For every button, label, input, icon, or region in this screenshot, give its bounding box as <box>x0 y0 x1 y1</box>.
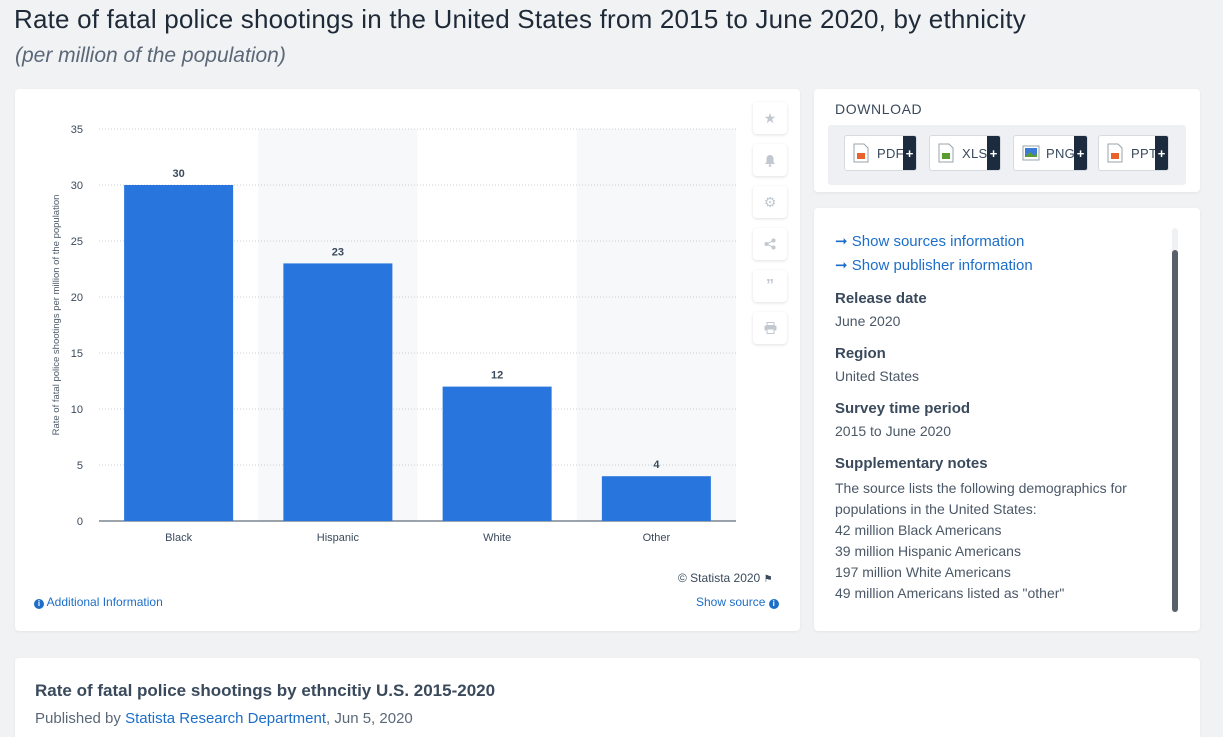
bar <box>601 476 711 521</box>
survey-period-label: Survey time period <box>835 400 971 417</box>
download-panel: DOWNLOAD PDF + XLS + PNG + P <box>814 89 1200 192</box>
x-tick-label: White <box>483 532 511 544</box>
data-label: 30 <box>173 168 185 180</box>
chart-card: 0 5 10 15 20 25 30 35 Rate of fatal police shoot… <box>15 89 800 631</box>
survey-period-value: 2015 to June 2020 <box>835 423 951 439</box>
y-tick-label: 30 <box>71 180 83 192</box>
download-title: DOWNLOAD <box>835 101 923 117</box>
download-ppt-button[interactable]: PPT + <box>1098 135 1169 171</box>
show-publisher-link[interactable]: ➞ Show publisher information <box>835 257 1033 274</box>
ppt-file-icon <box>1107 143 1125 163</box>
notes-line: 39 million Hispanic Americans <box>835 543 1021 559</box>
additional-information-link[interactable]: i Additional Information <box>34 595 163 609</box>
bell-icon[interactable] <box>753 144 787 176</box>
plus-icon: + <box>1155 136 1168 170</box>
published-by: Published by Statista Research Departmen… <box>35 710 413 727</box>
star-icon[interactable]: ★ <box>753 102 787 134</box>
page-subtitle: (per million of the population) <box>15 44 286 67</box>
copyright: © Statista 2020 ⚑ <box>678 571 773 585</box>
bar-chart: 0 5 10 15 20 25 30 35 Rate of fatal police shoot… <box>51 124 736 544</box>
y-tick-label: 35 <box>71 124 83 136</box>
download-pdf-button[interactable]: PDF + <box>844 135 917 171</box>
region-value: United States <box>835 368 920 384</box>
pdf-file-icon <box>853 143 871 163</box>
show-sources-link[interactable]: ➞ Show sources information <box>835 233 1025 250</box>
png-file-icon <box>1022 143 1040 163</box>
y-tick-label: 0 <box>77 516 83 528</box>
show-source-link[interactable]: Show source i <box>696 595 779 609</box>
flag-icon: ⚑ <box>763 574 773 585</box>
notes-line: 197 million White Americans <box>835 564 1011 580</box>
data-label: 4 <box>653 459 660 471</box>
arrow-right-icon: ➞ <box>835 233 848 250</box>
statistic-summary-card: Rate of fatal police shootings by ethnci… <box>15 658 1200 737</box>
plus-icon: + <box>987 136 1000 170</box>
share-icon[interactable] <box>753 228 787 260</box>
x-tick-label: Black <box>165 532 192 544</box>
supplementary-notes-label: Supplementary notes <box>835 455 988 472</box>
y-tick-label: 25 <box>71 236 83 248</box>
y-axis-title: Rate of fatal police shootings per milli… <box>51 195 62 436</box>
plus-icon: + <box>903 136 916 170</box>
download-png-button[interactable]: PNG + <box>1013 135 1088 171</box>
data-label: 23 <box>332 246 344 258</box>
notes-line: 42 million Black Americans <box>835 522 1002 538</box>
release-date-label: Release date <box>835 290 927 307</box>
region-label: Region <box>835 345 886 362</box>
bar <box>124 185 234 521</box>
chart-toolbar: ★ ⚙ ” <box>753 102 787 348</box>
release-date-value: June 2020 <box>835 313 901 329</box>
scrollbar-thumb[interactable] <box>1172 250 1178 612</box>
statistic-heading: Rate of fatal police shootings by ethnci… <box>35 681 496 700</box>
y-tick-label: 10 <box>71 404 83 416</box>
supplementary-notes: The source lists the following demograph… <box>835 478 1155 604</box>
download-bar: PDF + XLS + PNG + PPT + <box>828 125 1186 185</box>
y-tick-label: 15 <box>71 348 83 360</box>
print-icon[interactable] <box>753 312 787 344</box>
x-tick-label: Hispanic <box>317 532 360 544</box>
notes-line: 49 million Americans listed as "other" <box>835 585 1065 601</box>
info-icon: i <box>768 599 779 609</box>
bar <box>442 386 552 521</box>
statistic-info-panel: ➞ Show sources information ➞ Show publis… <box>814 208 1200 631</box>
arrow-right-icon: ➞ <box>835 257 848 274</box>
y-tick-label: 5 <box>77 460 83 472</box>
y-tick-label: 20 <box>71 292 83 304</box>
plus-icon: + <box>1074 136 1087 170</box>
show-source-label: Show source <box>696 595 766 609</box>
bar <box>283 263 393 521</box>
xls-file-icon <box>938 143 956 163</box>
publisher-link[interactable]: Statista Research Department <box>125 710 327 727</box>
quote-icon[interactable]: ” <box>753 270 787 302</box>
download-xls-button[interactable]: XLS + <box>929 135 1001 171</box>
info-icon: i <box>34 599 44 609</box>
x-tick-label: Other <box>643 532 671 544</box>
notes-line: The source lists the following demograph… <box>835 480 1127 517</box>
category-band <box>576 129 736 521</box>
page-title: Rate of fatal police shootings in the Un… <box>14 4 1026 34</box>
data-label: 12 <box>491 370 503 382</box>
additional-information-label: Additional Information <box>46 595 163 609</box>
gear-icon[interactable]: ⚙ <box>753 186 787 218</box>
